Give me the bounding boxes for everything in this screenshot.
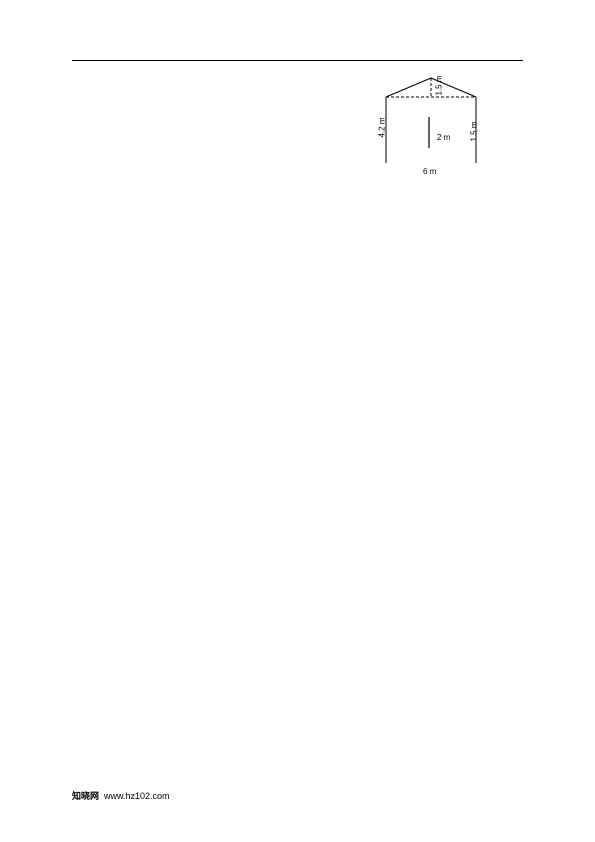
label-base-width: 6 m [423, 167, 436, 176]
footer-site-name: 知晓网 [72, 791, 99, 801]
label-door-height: 2 m [437, 133, 450, 142]
footer-url: www.hz102.com [104, 791, 170, 801]
label-right-wall: 1.5 m [470, 117, 479, 147]
label-left-wall: 4.2 m [378, 113, 387, 143]
footer: 知晓网 www.hz102.com [72, 789, 170, 802]
house-diagram: 1.5 m 4.2 m 1.5 m 2 m 6 m [366, 75, 496, 180]
header-rule [72, 60, 523, 61]
label-roof-height: 1.5 m [435, 76, 444, 96]
